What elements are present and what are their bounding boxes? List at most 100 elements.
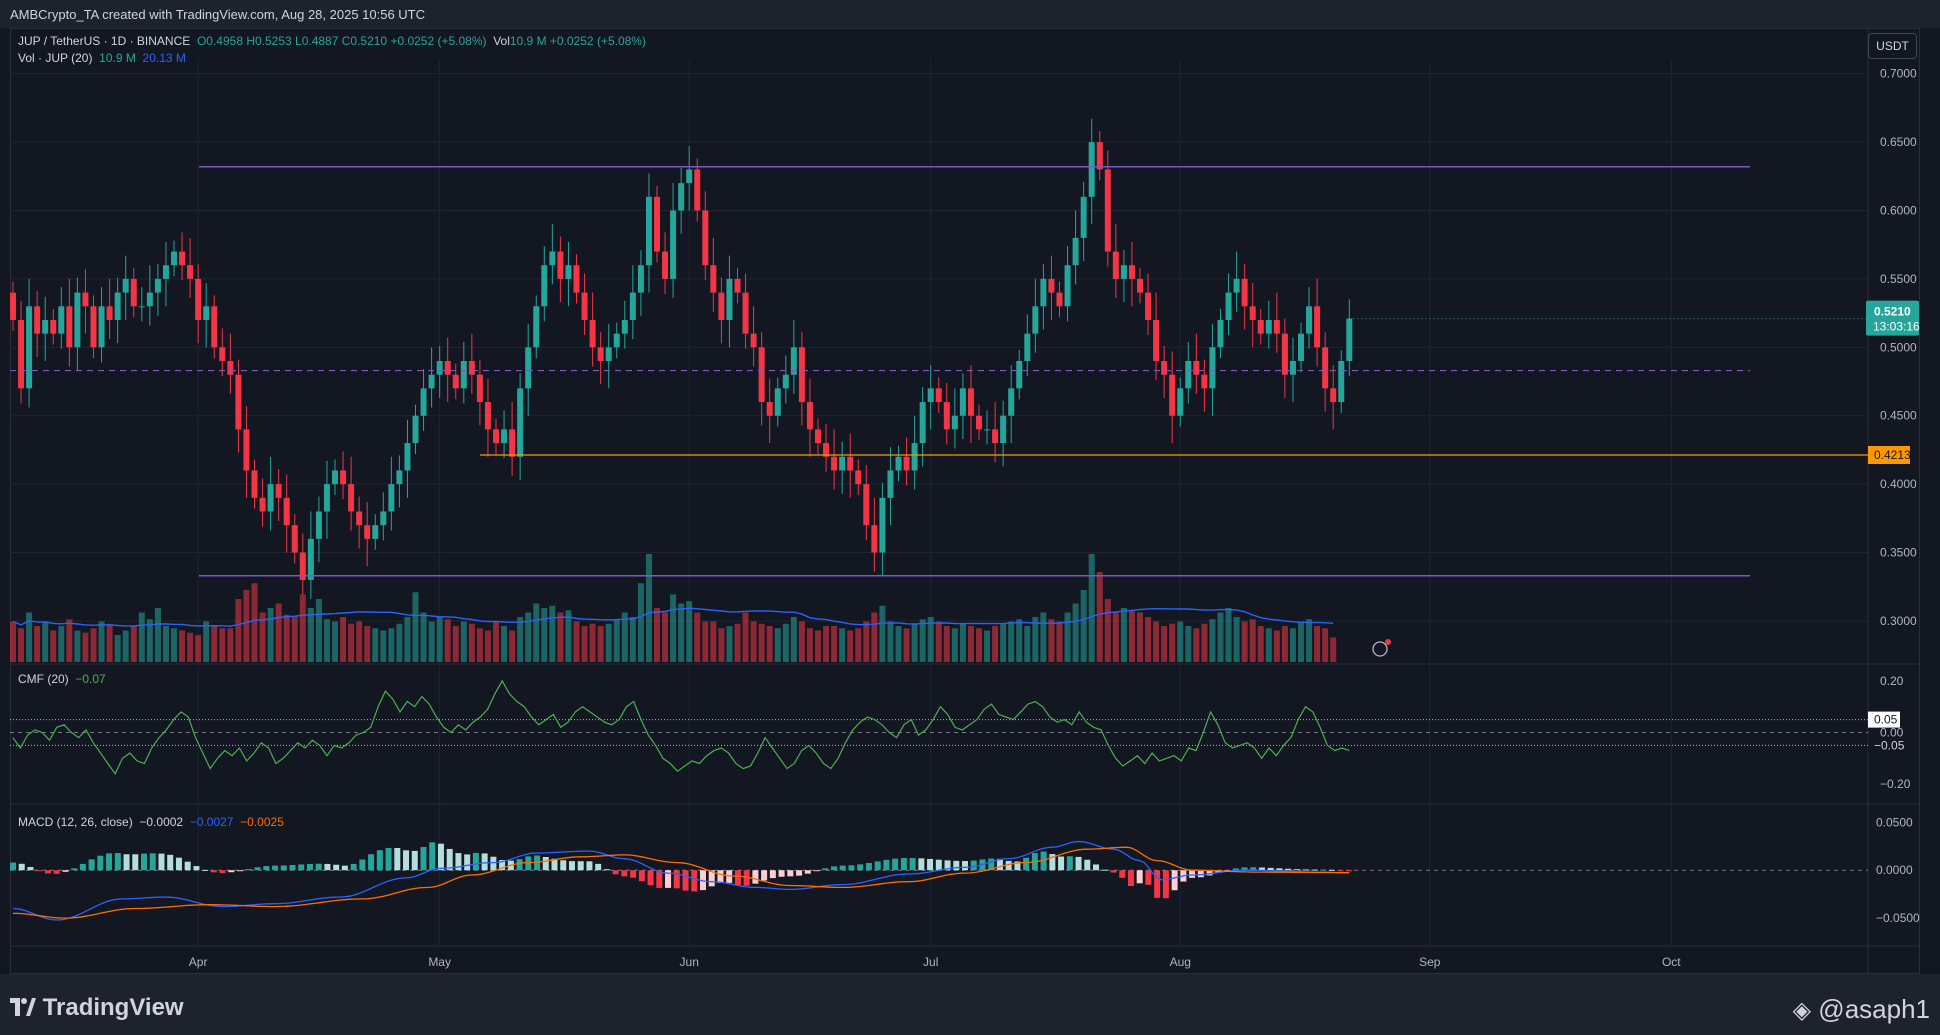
vol-indicator-value: 10.9 M [99, 51, 136, 65]
tv-logo-icon [10, 995, 36, 1016]
macd-histogram-bar [97, 855, 104, 871]
candle-body [718, 292, 725, 320]
volume-bar [235, 599, 242, 662]
volume-bar [1048, 619, 1055, 662]
candle-body [509, 429, 516, 457]
candle-body [702, 210, 709, 266]
candle [967, 365, 974, 444]
cmf-level-tag [1868, 737, 1900, 754]
candle-body [372, 525, 379, 539]
candle-body [517, 388, 524, 457]
candle [1104, 150, 1111, 267]
candle-body [686, 169, 693, 184]
macd-label[interactable]: MACD (12, 26, close) [18, 815, 133, 829]
currency-button[interactable]: USDT [1868, 33, 1917, 59]
macd-histogram-bar [306, 863, 313, 871]
candle [992, 402, 999, 463]
candle [323, 460, 330, 539]
macd-histogram-bar [62, 870, 69, 872]
volume-bar [1000, 623, 1007, 662]
volume-bar [1289, 628, 1296, 662]
volume-bar [847, 630, 854, 662]
macd-histogram-bar [752, 870, 759, 884]
candle [613, 322, 620, 359]
volume-bar [573, 621, 580, 662]
candle [307, 511, 314, 600]
candle-body [678, 183, 685, 211]
volume-bar [1233, 617, 1240, 662]
candle [1161, 345, 1168, 398]
candle [1289, 337, 1296, 403]
candle-body [943, 402, 950, 430]
candle [138, 287, 145, 322]
volume-bar [726, 626, 733, 662]
volume-bar [637, 583, 644, 662]
candle-body [879, 497, 886, 553]
macd-histogram-bar [114, 853, 121, 871]
macd-histogram-bar [158, 853, 165, 871]
volume-bar [686, 601, 693, 662]
candle [1048, 255, 1055, 320]
candle-body [1112, 251, 1119, 279]
volume-ma-line [12, 607, 1334, 627]
volume-bar [742, 612, 749, 662]
candle-body [774, 388, 781, 416]
candle-body [992, 429, 999, 444]
candle-body [356, 511, 363, 526]
macd-tick-label: −0.0500 [1876, 911, 1920, 925]
candle-body [34, 306, 41, 334]
macd-histogram-bar [1337, 870, 1344, 872]
volume-bar [541, 608, 548, 662]
macd-histogram-bar [822, 868, 829, 871]
volume-bar [1072, 603, 1079, 662]
volume-bar [1008, 621, 1015, 662]
candle-body [42, 319, 49, 334]
candle-body [203, 306, 210, 320]
candle [726, 255, 733, 348]
volume-bar [1281, 626, 1288, 662]
macd-histogram-bar [534, 855, 541, 871]
candle [565, 241, 572, 307]
macd-histogram-bar [280, 865, 287, 871]
candle [130, 267, 137, 318]
candle [1185, 341, 1192, 404]
candle-body [919, 402, 926, 444]
macd-histogram-bar [368, 854, 375, 871]
volume-bar [106, 623, 113, 662]
volume-bar [895, 626, 902, 662]
macd-histogram-bar [909, 858, 916, 871]
candle [887, 447, 894, 526]
candle [573, 254, 580, 304]
macd-histogram-bar [106, 853, 113, 871]
cmf-level-tag [1868, 711, 1900, 728]
vol-indicator-label[interactable]: Vol · JUP (20) [18, 51, 93, 65]
candle [621, 300, 628, 349]
symbol-legend: JUP / TetherUS · 1D · BINANCE O0.4958 H0… [18, 34, 646, 48]
cmf-label[interactable]: CMF (20) [18, 672, 69, 686]
candle [1032, 278, 1039, 353]
candle [1024, 314, 1031, 377]
candle-body [58, 306, 65, 334]
macd-histogram-bar [403, 850, 410, 871]
macd-histogram-bar [1058, 856, 1065, 871]
macd-histogram-bar [638, 870, 645, 882]
candle [171, 240, 177, 277]
candle [1233, 251, 1240, 312]
candle-body [484, 402, 491, 430]
candle-body [283, 497, 290, 526]
macd-histogram-bar [542, 856, 549, 871]
candle-body [235, 374, 242, 430]
symbol-name[interactable]: JUP / TetherUS · 1D · BINANCE [18, 34, 191, 48]
candle [984, 410, 991, 445]
price-tick-label: 0.6000 [1880, 204, 1917, 218]
macd-histogram-bar [927, 858, 934, 871]
volume-bar [1273, 630, 1280, 662]
volume-bar [645, 554, 652, 662]
candle [541, 246, 548, 322]
volume-bar [332, 621, 338, 662]
volume-bar [774, 628, 781, 662]
volume-bar [356, 621, 363, 662]
candle [82, 269, 89, 334]
candle [1217, 309, 1224, 359]
